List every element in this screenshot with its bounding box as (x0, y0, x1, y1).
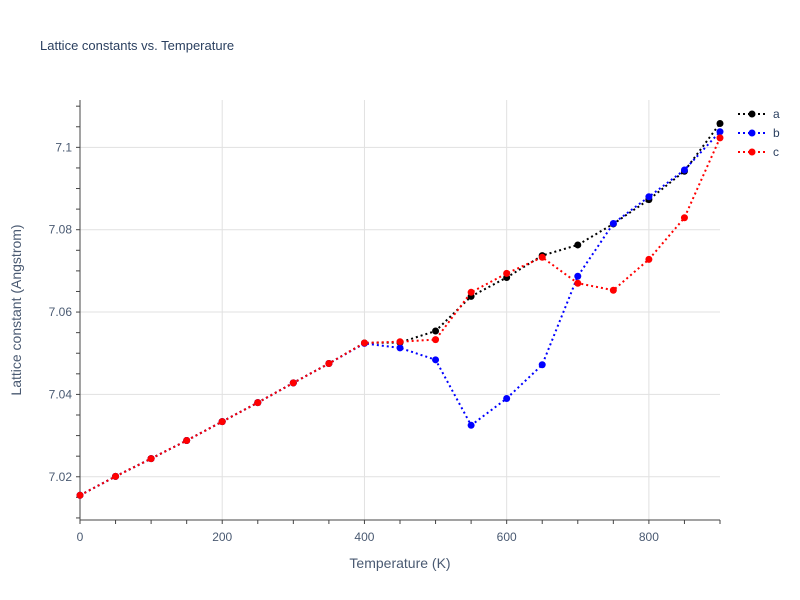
data-point-a[interactable] (574, 241, 582, 249)
x-tick-label: 800 (639, 530, 659, 544)
data-point-a[interactable] (716, 119, 724, 127)
legend-marker (748, 148, 756, 156)
series-layer (76, 119, 724, 499)
series-line-a (79, 122, 721, 497)
y-axis-label: Lattice constant (Angstrom) (8, 224, 24, 395)
data-point-c[interactable] (716, 134, 724, 142)
data-point-b[interactable] (716, 128, 724, 136)
data-point-c[interactable] (147, 455, 155, 463)
data-point-a[interactable] (432, 327, 440, 335)
legend-item-a[interactable]: a (738, 107, 780, 121)
legend-item-c[interactable]: c (738, 145, 779, 159)
data-point-b[interactable] (503, 395, 511, 403)
series-line-b (79, 131, 721, 497)
series-a (76, 119, 724, 499)
data-point-b[interactable] (396, 344, 404, 352)
x-tick-label: 400 (354, 530, 374, 544)
legend-label: b (773, 126, 780, 140)
axes: 0 200 400 600 800 7.02 7.04 7.06 7.08 7.1 (49, 100, 721, 544)
data-point-b[interactable] (432, 356, 440, 364)
data-point-b[interactable] (538, 361, 546, 369)
series-line-c (79, 137, 721, 497)
chart-title: Lattice constants vs. Temperature (40, 38, 234, 53)
data-point-b[interactable] (574, 272, 582, 280)
legend-label: a (773, 107, 780, 121)
data-point-c[interactable] (254, 399, 262, 407)
data-point-c[interactable] (183, 437, 191, 445)
data-point-c[interactable] (467, 288, 475, 296)
data-point-c[interactable] (325, 360, 333, 368)
data-point-c[interactable] (396, 338, 404, 346)
data-point-c[interactable] (218, 418, 226, 426)
series-c (76, 134, 724, 499)
data-point-c[interactable] (432, 336, 440, 344)
y-tick-label: 7.1 (55, 140, 72, 154)
data-point-c[interactable] (574, 279, 582, 287)
y-tick-label: 7.02 (49, 470, 73, 484)
legend[interactable]: abc (738, 107, 780, 159)
data-point-c[interactable] (289, 379, 297, 387)
data-point-b[interactable] (467, 421, 475, 429)
x-axis-label: Temperature (K) (349, 555, 450, 571)
data-point-c[interactable] (680, 214, 688, 222)
x-tick-label: 200 (212, 530, 232, 544)
data-point-b[interactable] (680, 166, 688, 174)
data-point-c[interactable] (112, 472, 120, 480)
y-tick-label: 7.06 (49, 305, 73, 319)
x-tick-label: 600 (497, 530, 517, 544)
data-point-c[interactable] (609, 286, 617, 294)
series-b (76, 128, 724, 499)
y-tick-label: 7.08 (49, 223, 73, 237)
data-point-c[interactable] (503, 269, 511, 277)
grid (80, 100, 720, 520)
data-point-c[interactable] (645, 255, 653, 263)
x-tick-label: 0 (77, 530, 84, 544)
data-point-b[interactable] (609, 220, 617, 228)
legend-item-b[interactable]: b (738, 126, 780, 140)
y-tick-label: 7.04 (49, 387, 73, 401)
data-point-b[interactable] (645, 193, 653, 201)
legend-marker (748, 129, 756, 137)
legend-marker (748, 110, 756, 118)
legend-label: c (773, 145, 779, 159)
data-point-c[interactable] (360, 339, 368, 347)
data-point-c[interactable] (538, 253, 546, 261)
data-point-c[interactable] (76, 491, 84, 499)
